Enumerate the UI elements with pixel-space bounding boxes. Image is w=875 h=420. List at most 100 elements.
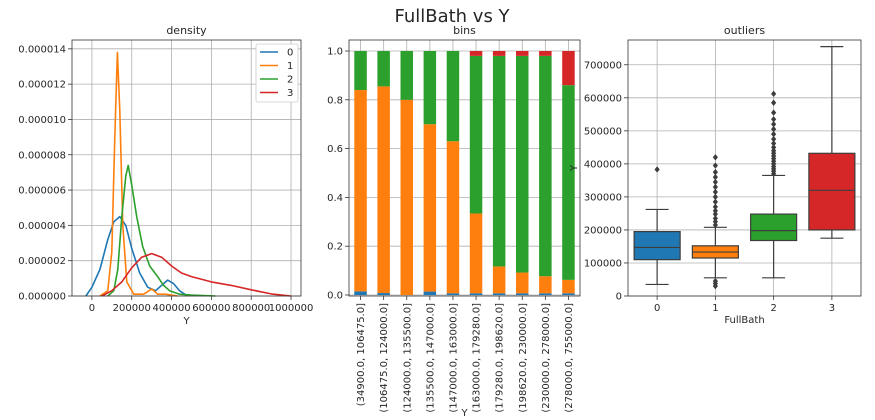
x-axis-label: Y [182,316,190,327]
bar-segment-1 [400,99,413,295]
y-axis-label: Y [569,164,580,172]
x-tick-label: (163000.0, 179280.0] [472,303,483,413]
bar-segment-1 [492,266,506,294]
box-body [633,230,681,261]
bar-segment-0 [562,293,575,295]
x-axis-label: FullBath [724,315,764,326]
bar-segment-1 [423,124,437,292]
x-tick-label: (198620.0, 230000.0] [518,303,529,413]
y-tick-label: 0.8 [327,95,343,106]
box-body [808,152,856,231]
plot-frame [71,39,302,297]
x-tick-label: 2 [770,303,776,314]
y-tick-label: 0.4 [327,193,343,204]
bar-segment-2 [400,51,413,100]
bar-segment-0 [354,291,367,295]
y-tick-label: 0.000012 [18,80,66,91]
outlier-point [771,125,777,133]
bar-segment-3 [469,51,483,56]
y-tick-label: 1.0 [327,47,343,58]
outliers-panel: 0 100000 200000 300000 400000 500000 600000 700… [569,24,862,326]
bar-segment-0 [446,293,460,295]
legend-label: 0 [287,48,293,59]
bar-segment-3 [492,51,506,56]
outlier-point [771,116,777,123]
figure-suptitle: FullBath vs Y [394,6,510,27]
bar-segment-1 [562,279,575,294]
y-tick-label: 0.6 [327,144,343,155]
bar-segment-0 [492,293,506,295]
box-0 [633,166,681,286]
outlier-point [712,198,718,206]
density-line-1 [99,51,178,297]
outlier-point [771,130,777,138]
y-tick-label: 200000 [584,225,622,236]
bar-segment-3 [562,51,575,86]
bins-panel: 0.0 0.2 0.4 0.6 0.8 1.0 (34900.0, 106475.0] (10… [327,24,581,419]
x-tick-label: 1 [712,303,718,314]
plot-frame [627,39,862,297]
outlier-point [771,99,777,106]
bar-segment-1 [446,141,460,294]
outlier-point [771,144,777,151]
chart-title: density [166,24,207,37]
box-3 [808,46,856,239]
bar-segment-1 [354,90,367,292]
outlier-point [712,183,718,191]
x-tick-label: (124000.0, 135500.0] [402,303,413,413]
x-tick-label: (106475.0, 124000.0] [379,303,390,413]
outlier-point [712,221,718,229]
y-tick-label: 0.000002 [18,256,66,267]
y-tick-label: 0.2 [327,242,343,253]
y-tick-label: 0.000008 [18,150,66,161]
bar-segment-2 [377,51,390,87]
x-tick-label: 800000 [232,303,270,314]
bar-segment-0 [516,293,529,295]
x-tick-label: 400000 [152,303,190,314]
density-line-3 [101,252,292,297]
outlier-point [771,109,777,116]
chart-legend: 0 1 2 3 [255,43,299,103]
outlier-point [712,282,718,290]
x-tick-label: 200000 [113,303,151,314]
outlier-point [712,203,718,211]
outlier-point [712,173,718,181]
y-tick-label: 0.000006 [18,186,66,197]
outlier-point [712,218,718,225]
outlier-point [712,193,718,201]
y-tick-label: 0.000004 [18,221,66,232]
bar-segment-2 [492,55,506,267]
x-tick-label: 3 [829,303,835,314]
outlier-point [712,210,718,218]
outlier-point [771,135,777,143]
outlier-point [712,154,718,161]
outlier-point [771,90,777,98]
outlier-point [712,207,718,214]
y-tick-label: 0.0 [327,291,343,302]
outlier-point [771,147,777,154]
y-tick-label: 400000 [584,159,622,170]
x-axis-label: Y [460,408,468,419]
x-tick-label: (147000.0, 163000.0] [448,303,459,413]
bar-segment-1 [539,276,552,294]
chart-title: bins [453,24,476,37]
legend-label: 2 [287,75,293,86]
bar-segment-0 [377,293,390,295]
bar-segment-2 [469,55,483,214]
outlier-point [771,140,777,147]
outlier-point [712,188,718,196]
bar-segment-2 [539,55,552,277]
bar-segment-2 [446,51,460,142]
bar-segment-3 [539,51,552,56]
x-tick-label: (179280.0, 198620.0] [495,303,506,413]
x-tick-label: 600000 [192,303,230,314]
y-tick-label: 600000 [584,93,622,104]
y-tick-label: 0.000014 [18,44,66,55]
bar-segment-1 [516,272,529,294]
x-tick-label: (278000.0, 755000.0] [564,303,575,413]
x-tick-label: 0 [654,303,660,314]
density-line-0 [85,215,188,297]
y-tick-label: 500000 [584,126,622,137]
outlier-point [712,178,718,186]
